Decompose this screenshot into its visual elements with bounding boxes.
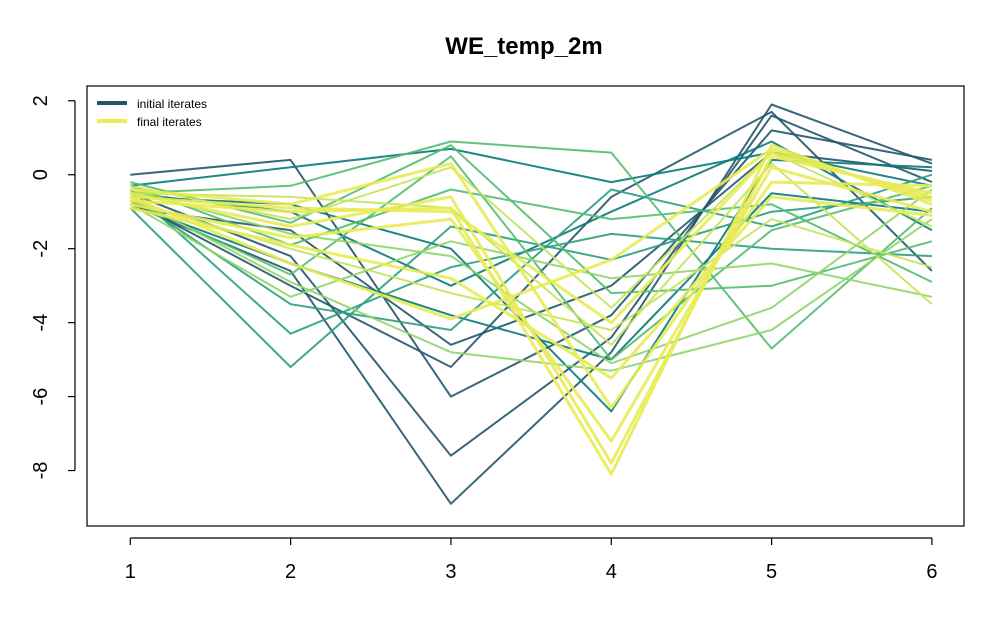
series-line-late-21 [130, 151, 933, 309]
x-tick-label-1: 1 [125, 561, 136, 583]
series-line-mid-14 [129, 155, 933, 361]
y-axis: 2 0 -2 -4 -6 -8 [30, 95, 76, 480]
series-line-initial-5 [130, 147, 933, 187]
x-axis: 1 2 3 4 5 6 [125, 537, 937, 583]
x-tick-label-3: 3 [445, 561, 456, 583]
series-line-late-18 [129, 203, 933, 298]
series-line-final-25 [130, 162, 932, 410]
series-line-final-24 [129, 165, 933, 443]
legend-label-final-iterates: final iterates [137, 115, 202, 129]
series-line-late-16 [129, 196, 933, 372]
plot-frame [86, 85, 965, 527]
x-tick-label-6: 6 [926, 561, 937, 583]
x-tick-label-4: 4 [606, 561, 617, 583]
series-line-mid-12 [130, 144, 933, 295]
series-line-initial-0 [129, 103, 933, 505]
series-line-mid-9 [129, 195, 932, 368]
legend-label-initial-iterates: initial iterates [137, 97, 207, 111]
series-line-late-19 [130, 162, 933, 346]
chart-title: WE_temp_2m [445, 33, 602, 60]
y-tick-label--6: -6 [30, 388, 52, 406]
series-line-final-22 [130, 143, 933, 476]
series-layer [129, 103, 933, 505]
x-tick-label-5: 5 [766, 561, 777, 583]
x-tick-label-2: 2 [285, 561, 296, 583]
series-line-initial-3 [129, 110, 933, 368]
series-line-final-26 [129, 147, 933, 321]
series-line-late-20 [130, 199, 933, 331]
y-tick-label-2: 2 [30, 95, 52, 106]
series-line-final-28 [130, 151, 933, 325]
series-line-mid-15 [129, 184, 933, 283]
y-tick-label-0: 0 [30, 169, 52, 180]
series-line-late-17 [130, 188, 933, 365]
y-tick-label--4: -4 [30, 314, 52, 332]
y-tick-label--2: -2 [30, 240, 52, 258]
y-tick-label--8: -8 [30, 462, 52, 480]
series-line-final-27 [129, 195, 933, 380]
series-line-mid-10 [129, 188, 932, 335]
series-line-initial-2 [130, 129, 933, 398]
legend: initial iterates final iterates [97, 97, 207, 129]
series-line-initial-1 [129, 114, 933, 457]
series-line-mid-13 [130, 140, 933, 350]
